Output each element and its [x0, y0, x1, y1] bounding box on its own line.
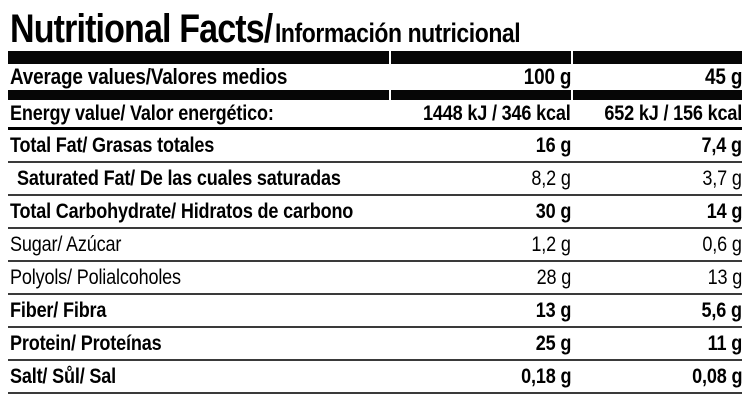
- value-45g: 11 g: [571, 331, 743, 356]
- value-100g-text: 1448 kJ / 346 kcal: [423, 101, 571, 125]
- nutrition-label: Nutritional Facts/Información nutriciona…: [8, 0, 742, 394]
- value-45g: 7,4 g: [571, 134, 742, 158]
- value-45g: 0,6 g: [571, 233, 742, 257]
- bar-segment: [8, 90, 389, 100]
- table-row-polyols: Polyols/ Polialcoholes 28 g 13 g: [8, 262, 742, 295]
- row-label-text: Fiber/ Fibra: [10, 298, 107, 322]
- table-row-salt: Salt/ Sůl/ Sal 0,18 g 0,08 g: [8, 361, 742, 394]
- row-label: Salt/ Sůl/ Sal: [8, 365, 389, 389]
- value-100g: 16 g: [389, 133, 572, 158]
- title-spanish: Información nutricional: [274, 18, 521, 48]
- row-label: Saturated Fat/ De las cuales saturadas: [8, 167, 389, 191]
- title-slash: /: [263, 7, 273, 51]
- row-label: Fiber/ Fibra: [8, 299, 389, 323]
- header-col-45g: 45 g: [571, 64, 742, 90]
- value-45g: 3,7 g: [571, 167, 742, 191]
- row-label: Protein/ Proteínas: [8, 332, 389, 356]
- value-100g-text: 8,2 g: [531, 166, 571, 190]
- value-45g-text: 652 kJ / 156 kcal: [604, 101, 742, 125]
- value-100g: 8,2 g: [389, 167, 571, 191]
- header-label-text: Average values/Valores medios: [10, 64, 288, 89]
- row-label-text: Total Fat/ Grasas totales: [10, 133, 215, 157]
- value-100g: 13 g: [389, 298, 572, 323]
- row-label: Sugar/ Azúcar: [8, 233, 389, 257]
- value-100g-text: 1,2 g: [531, 232, 571, 256]
- row-label-text: Polyols/ Polialcoholes: [10, 265, 181, 289]
- value-100g-text: 13 g: [535, 298, 572, 322]
- value-100g: 25 g: [389, 331, 572, 356]
- table-row-fiber: Fiber/ Fibra 13 g 5,6 g: [8, 295, 742, 328]
- table-row-saturated-fat: Saturated Fat/ De las cuales saturadas 8…: [8, 163, 742, 196]
- table-row-total-fat: Total Fat/ Grasas totales 16 g 7,4 g: [8, 130, 742, 163]
- value-100g-text: 16 g: [535, 133, 572, 157]
- value-45g: 13 g: [571, 265, 743, 290]
- bar-segment: [391, 90, 571, 100]
- row-label-text: Saturated Fat/ De las cuales saturadas: [17, 166, 341, 190]
- header-col-45g-text: 45 g: [704, 64, 742, 89]
- value-45g: 652 kJ / 156 kcal: [571, 102, 742, 126]
- table-row-protein: Protein/ Proteínas 25 g 11 g: [8, 328, 742, 361]
- value-45g-text: 14 g: [706, 199, 743, 223]
- value-100g: 30 g: [389, 199, 572, 224]
- bar-segment: [573, 51, 742, 64]
- value-100g-text: 0,18 g: [520, 364, 571, 388]
- bar-segment: [573, 90, 742, 100]
- value-45g-text: 11 g: [707, 331, 743, 355]
- value-45g-text: 3,7 g: [702, 166, 742, 190]
- header-col-100g: 100 g: [389, 64, 571, 90]
- value-45g: 5,6 g: [571, 299, 742, 323]
- divider-bar-mid: [8, 90, 742, 100]
- bar-segment: [391, 51, 571, 64]
- table-row-sugar: Sugar/ Azúcar 1,2 g 0,6 g: [8, 229, 742, 262]
- row-label-text: Salt/ Sůl/ Sal: [10, 364, 116, 388]
- divider-bar-top: [8, 51, 742, 64]
- value-45g: 0,08 g: [571, 365, 742, 389]
- value-100g-text: 30 g: [535, 199, 572, 223]
- value-45g: 14 g: [571, 199, 743, 224]
- value-45g-text: 7,4 g: [701, 133, 742, 157]
- value-100g: 0,18 g: [389, 365, 571, 389]
- header-col-100g-text: 100 g: [523, 64, 571, 89]
- row-label: Total Carbohydrate/ Hidratos de carbono: [8, 200, 389, 224]
- header-label: Average values/Valores medios: [8, 64, 389, 90]
- value-45g-text: 0,08 g: [691, 364, 742, 388]
- value-45g-text: 0,6 g: [702, 232, 742, 256]
- row-label: Energy value/ Valor energético:: [8, 102, 389, 126]
- row-label: Polyols/ Polialcoholes: [8, 266, 389, 290]
- value-45g-text: 5,6 g: [701, 298, 742, 322]
- bar-segment: [8, 51, 389, 64]
- row-label: Total Fat/ Grasas totales: [8, 134, 389, 158]
- row-label-text: Protein/ Proteínas: [10, 331, 162, 355]
- page-title-text: Nutritional Facts/Información nutriciona…: [10, 7, 521, 51]
- row-label-text: Sugar/ Azúcar: [10, 232, 122, 256]
- value-100g-text: 25 g: [535, 331, 572, 355]
- table-header-row: Average values/Valores medios 100 g 45 g: [8, 64, 742, 90]
- value-100g: 1448 kJ / 346 kcal: [389, 102, 571, 126]
- value-45g-text: 13 g: [707, 265, 743, 289]
- page-title: Nutritional Facts/Información nutriciona…: [8, 0, 742, 49]
- value-100g: 1,2 g: [389, 233, 571, 257]
- value-100g-text: 28 g: [536, 265, 572, 289]
- table-row-carbohydrate: Total Carbohydrate/ Hidratos de carbono …: [8, 196, 742, 229]
- row-label-text: Total Carbohydrate/ Hidratos de carbono: [10, 199, 354, 223]
- table-row-energy: Energy value/ Valor energético: 1448 kJ …: [8, 100, 742, 130]
- row-label-text: Energy value/ Valor energético:: [10, 101, 274, 125]
- value-100g: 28 g: [389, 265, 572, 290]
- title-english: Nutritional Facts: [10, 7, 265, 51]
